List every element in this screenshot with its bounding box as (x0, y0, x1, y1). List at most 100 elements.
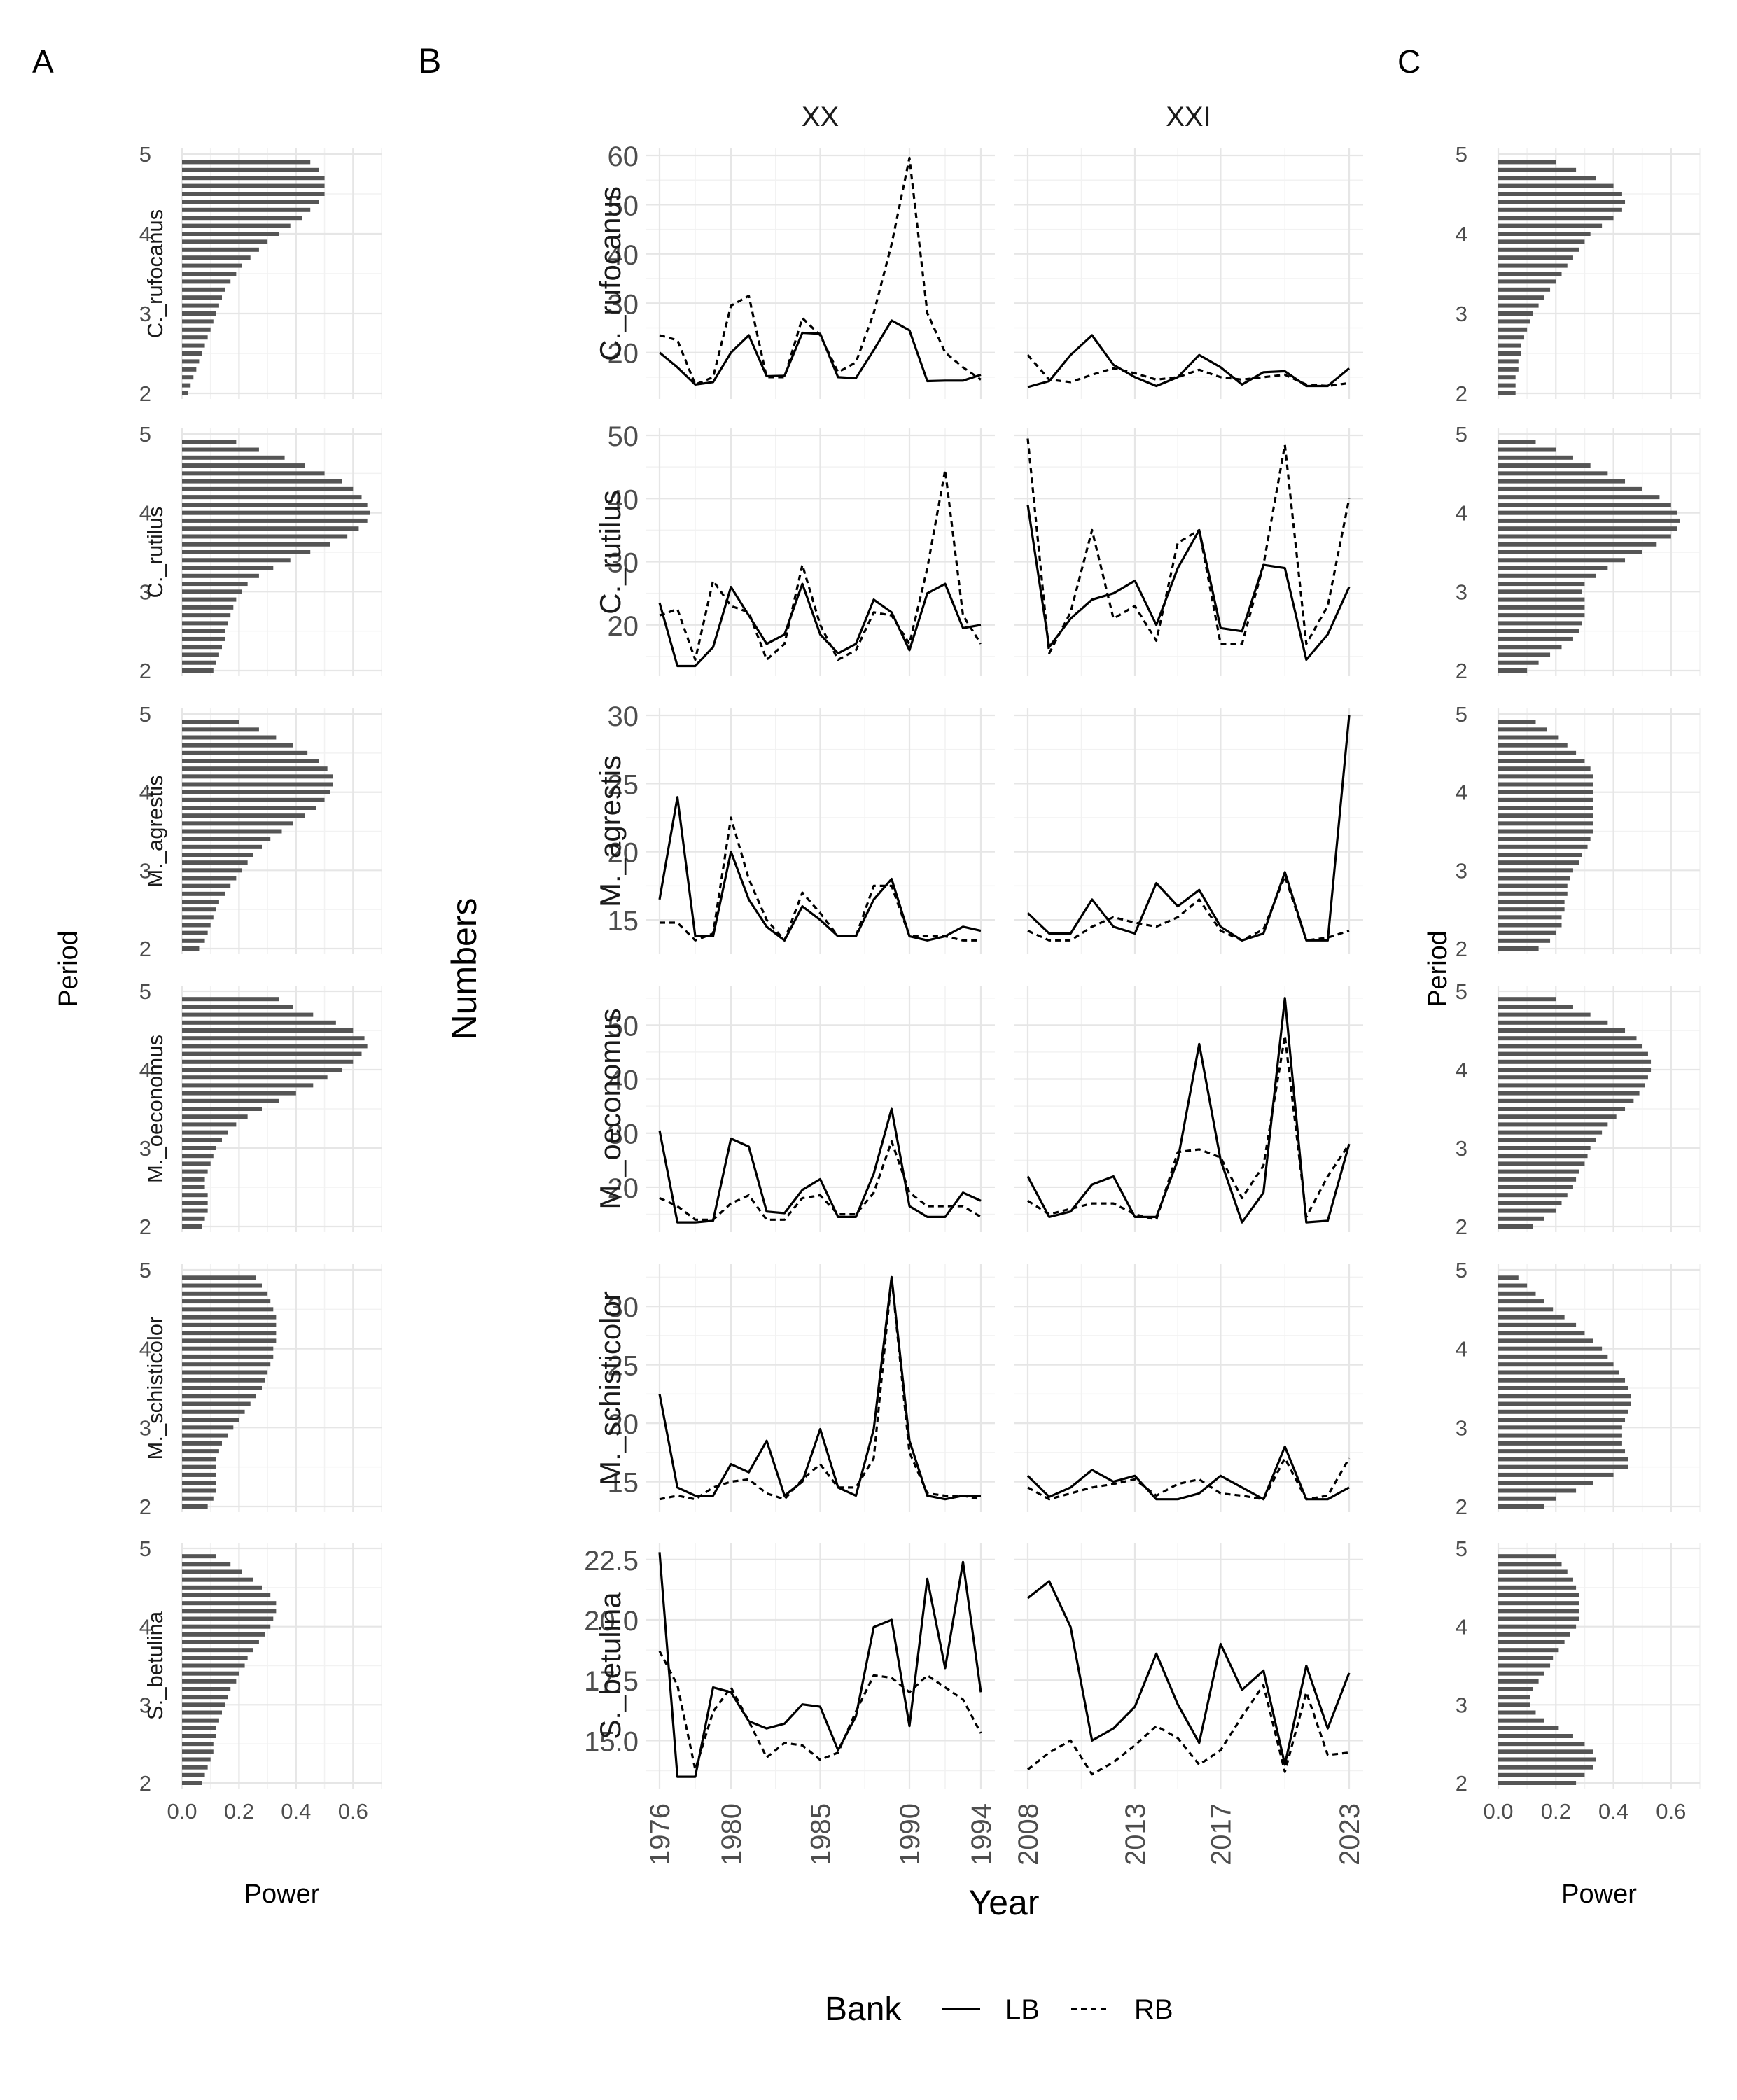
power-bar (1498, 836, 1591, 841)
series-line-rb (658, 1651, 982, 1771)
species-strip-label: C._rutilus (143, 507, 167, 598)
power-bar (1498, 192, 1622, 196)
power-bar (1498, 621, 1582, 626)
legend-title: Bank (825, 1991, 902, 2028)
power-bar (1498, 1441, 1622, 1446)
numbers-tick-label: 20 (608, 611, 639, 642)
power-bar (182, 636, 225, 641)
power-bar (182, 797, 325, 802)
power-bar (182, 303, 219, 308)
power-bar (1498, 759, 1585, 763)
power-bar (1498, 1378, 1626, 1382)
series-line-rb (659, 1275, 982, 1501)
power-bar (182, 997, 279, 1002)
power-bar (182, 503, 368, 507)
power-bar (1498, 207, 1622, 212)
power-bar (182, 1036, 365, 1041)
species-strip-label: S._betulina (143, 1611, 167, 1720)
power-bar (182, 1757, 211, 1762)
period-tick-label: 4 (139, 222, 151, 246)
series-line-rb (1027, 1684, 1350, 1776)
power-bar (182, 247, 259, 252)
power-bar (1498, 1433, 1622, 1438)
series-line-rb (1026, 438, 1351, 655)
power-bar (1498, 930, 1556, 935)
power-bar (182, 1283, 262, 1288)
species-strip-label: M._oeconomus (594, 1008, 627, 1209)
power-bar (1498, 1663, 1551, 1668)
power-bar (1498, 915, 1562, 920)
power-bar (1498, 239, 1585, 244)
numbers-tick-label: 20 (608, 1409, 639, 1440)
power-bar (1498, 526, 1677, 531)
power-bar (1498, 1632, 1570, 1637)
power-bar (1498, 303, 1539, 308)
power-bar (1498, 375, 1516, 380)
power-bar (1498, 232, 1591, 236)
power-bar (182, 899, 219, 904)
power-bar (1498, 1275, 1519, 1280)
year-tick-label: 2023 (1334, 1803, 1365, 1865)
plots-layer: 2 3 4 5 C._rufocanus 2 3 4 5 C._rutilus 2 3 4 5 M._agr… (54, 102, 1701, 2028)
power-bar (182, 1504, 208, 1508)
power-tick-label: 0.6 (338, 1799, 368, 1823)
power-bar (182, 1068, 342, 1072)
year-tick-label: 1985 (806, 1803, 837, 1865)
power-bar (182, 1012, 314, 1017)
numbers-tick-label: 20 (608, 838, 639, 869)
power-bar (1498, 495, 1660, 500)
power-bar (182, 1496, 214, 1501)
power-bar (1498, 1315, 1565, 1320)
power-bar (182, 1742, 214, 1746)
power-bar (1498, 479, 1626, 484)
power-bar (1498, 247, 1579, 252)
numbers-tick-label: 60 (608, 141, 639, 172)
series-line-rb (1026, 354, 1350, 388)
power-bar (182, 1275, 256, 1280)
power-bar (1498, 668, 1528, 673)
power-bar (1498, 550, 1642, 554)
power-bar (1498, 1418, 1626, 1422)
period-tick-label: 3 (139, 858, 151, 883)
power-bar (182, 1718, 219, 1723)
power-bar (1498, 183, 1614, 188)
power-bar (182, 1472, 216, 1477)
legend-label-rb: RB (1134, 1994, 1173, 2025)
power-bar (182, 1020, 336, 1025)
power-bar (1498, 351, 1521, 356)
power-bar (1498, 1449, 1626, 1454)
power-bar (1498, 1765, 1593, 1770)
period-tick-label: 5 (1456, 422, 1467, 447)
power-bar (182, 1433, 228, 1438)
power-bar (1498, 860, 1579, 865)
power-bar (182, 566, 274, 570)
power-bar (1498, 1322, 1577, 1327)
x-axis-title-power: Power (244, 1879, 320, 1909)
power-bar (1498, 1710, 1536, 1715)
power-bar (182, 335, 208, 340)
period-tick-label: 5 (1456, 1258, 1467, 1282)
power-bar (1498, 1585, 1577, 1590)
power-tick-label: 0.4 (1598, 1799, 1628, 1823)
power-bar (182, 1425, 234, 1430)
power-bar (1498, 1480, 1593, 1485)
power-bar (182, 223, 291, 228)
power-bar (182, 1154, 214, 1158)
power-bar (1498, 1394, 1631, 1399)
series-line-rb (1027, 1457, 1351, 1501)
power-bar (182, 1734, 216, 1738)
power-bar (182, 1449, 219, 1454)
power-bar (1498, 1338, 1593, 1343)
power-bar (182, 930, 208, 935)
power-bar (182, 518, 368, 523)
power-bar (182, 486, 354, 491)
power-bar (1498, 1051, 1648, 1056)
power-bar (182, 1394, 256, 1399)
power-bar (182, 1577, 253, 1582)
power-bar (1498, 891, 1568, 896)
power-bar (182, 923, 211, 927)
numbers-tick-label: 40 (608, 484, 639, 515)
numbers-tick-label: 15.0 (584, 1726, 639, 1757)
power-bar (182, 774, 333, 779)
